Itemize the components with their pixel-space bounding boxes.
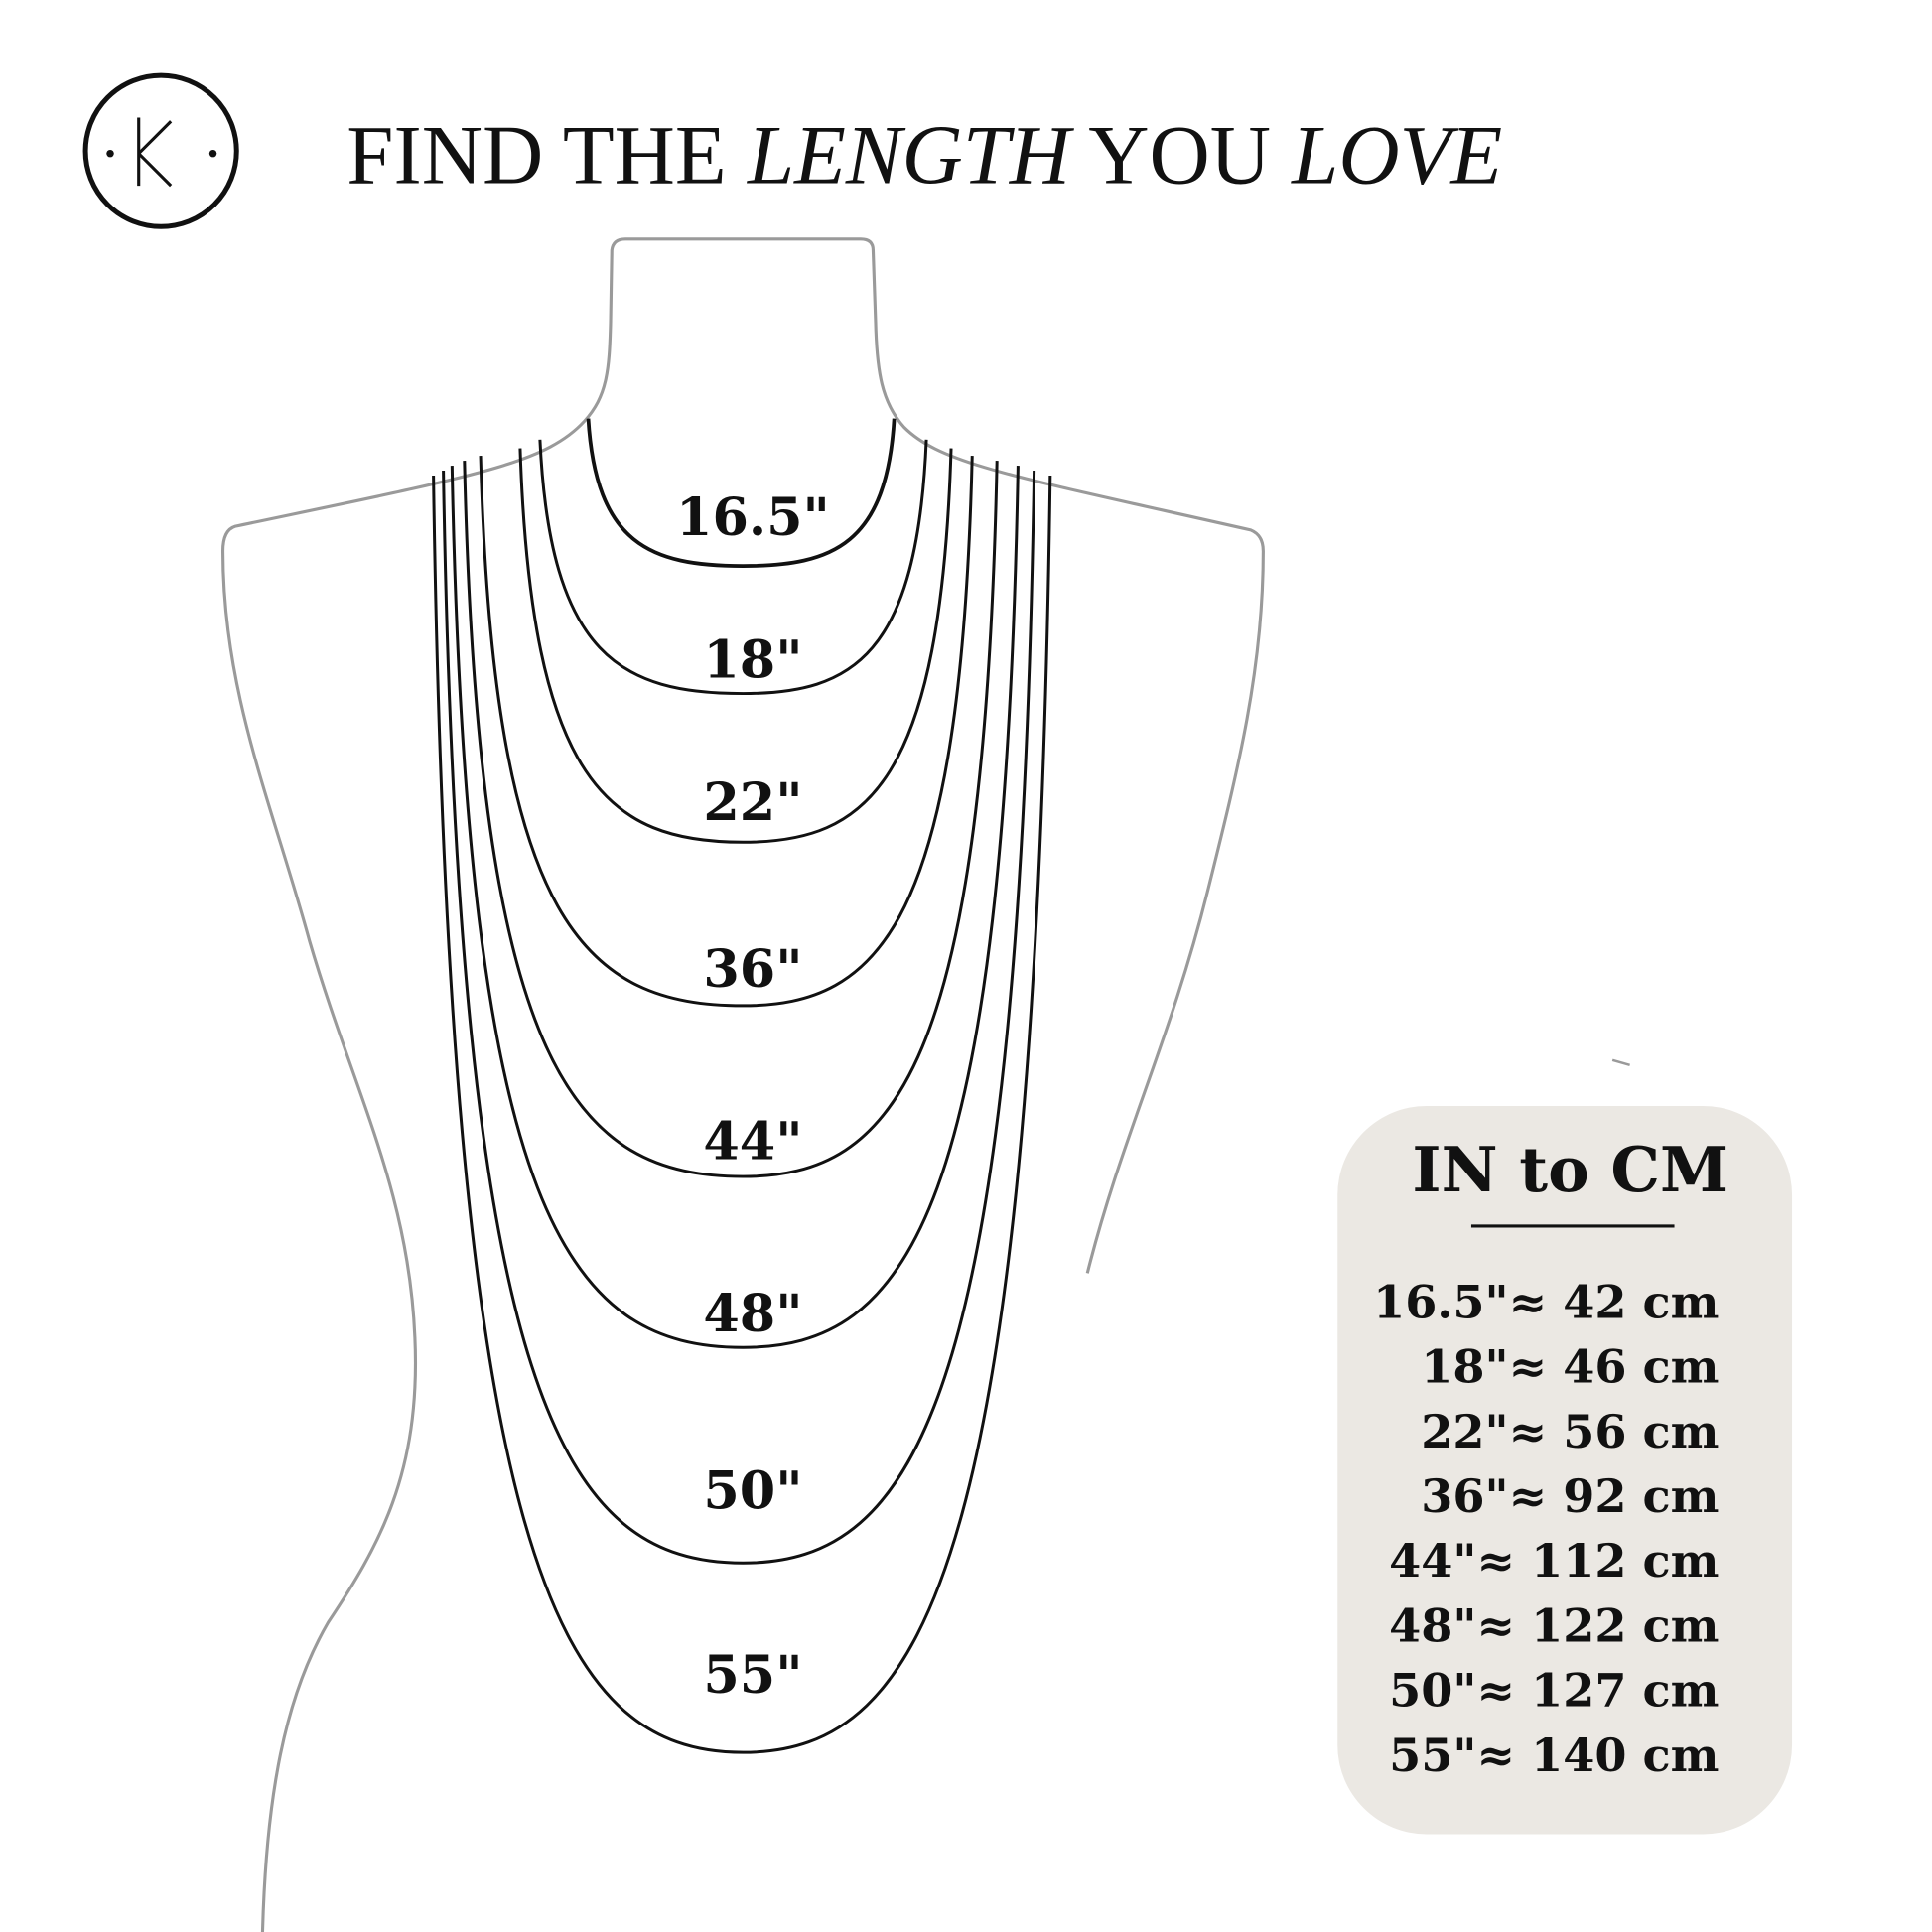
necklace-length-label: 50" <box>703 1460 802 1521</box>
necklace-length-label: 36" <box>703 939 802 1000</box>
necklace-chain <box>518 448 953 844</box>
conversion-panel: IN to CM 16.5"≈ 42 cm 18"≈ 46 cm 22"≈ 56 c… <box>1337 1105 1793 1835</box>
necklace-length-label: 16.5" <box>676 487 830 548</box>
necklace-length-label: 44" <box>703 1112 802 1173</box>
necklace-chains <box>432 418 1052 1754</box>
conversion-panel-bg <box>1337 1105 1793 1835</box>
conversion-row: 16.5"≈ 42 cm <box>1373 1275 1719 1328</box>
mannequin-outline <box>220 237 1265 1932</box>
conversion-row: 36"≈ 92 cm <box>1421 1469 1719 1523</box>
logo-circle <box>82 72 239 229</box>
conversion-row: 44"≈ 112 cm <box>1389 1534 1719 1587</box>
page-title: FIND THE LENGTH YOU LOVE <box>346 109 1502 203</box>
necklace-labels: 16.5" 18" 22" 36" 44" 48" 50" 55" <box>676 487 830 1706</box>
necklace-length-label: 18" <box>703 629 802 690</box>
necklace-chain <box>538 439 928 696</box>
conversion-title: IN to CM <box>1412 1133 1728 1206</box>
necklace-chain <box>479 456 974 1008</box>
necklace-length-label: 55" <box>703 1645 802 1706</box>
conversion-row: 50"≈ 127 cm <box>1389 1664 1719 1718</box>
logo <box>82 72 239 229</box>
conversion-row: 22"≈ 56 cm <box>1421 1405 1719 1458</box>
necklace-chain <box>442 471 1036 1565</box>
conversion-row: 18"≈ 46 cm <box>1421 1340 1719 1394</box>
necklace-chain <box>432 475 1052 1754</box>
conversion-row: 55"≈ 140 cm <box>1389 1728 1719 1782</box>
conversion-row: 48"≈ 122 cm <box>1389 1598 1719 1652</box>
necklace-length-label: 48" <box>703 1284 802 1344</box>
necklace-chain <box>450 466 1020 1349</box>
necklace-chain <box>463 461 999 1178</box>
necklace-chain <box>586 418 897 568</box>
necklace-length-label: 22" <box>703 772 802 833</box>
